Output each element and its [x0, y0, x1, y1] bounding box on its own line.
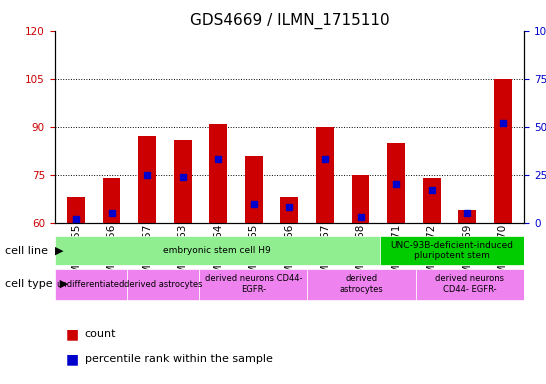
- Text: cell line  ▶: cell line ▶: [5, 245, 64, 256]
- Text: derived neurons CD44-
EGFR-: derived neurons CD44- EGFR-: [205, 275, 302, 294]
- Bar: [316, 127, 334, 223]
- Text: embryonic stem cell H9: embryonic stem cell H9: [163, 246, 271, 255]
- FancyBboxPatch shape: [379, 236, 524, 265]
- Bar: [67, 197, 85, 223]
- Bar: [423, 178, 441, 223]
- Bar: [174, 139, 192, 223]
- Bar: [352, 175, 370, 223]
- FancyBboxPatch shape: [55, 269, 127, 300]
- Bar: [281, 197, 298, 223]
- Bar: [387, 143, 405, 223]
- Text: cell type  ▶: cell type ▶: [5, 279, 69, 289]
- Text: percentile rank within the sample: percentile rank within the sample: [85, 354, 272, 364]
- Text: ■: ■: [66, 327, 79, 341]
- Bar: [209, 124, 227, 223]
- FancyBboxPatch shape: [416, 269, 524, 300]
- Text: undifferentiated: undifferentiated: [57, 280, 125, 289]
- Title: GDS4669 / ILMN_1715110: GDS4669 / ILMN_1715110: [189, 13, 389, 29]
- Bar: [458, 210, 476, 223]
- Bar: [494, 79, 512, 223]
- Bar: [103, 178, 121, 223]
- Bar: [138, 136, 156, 223]
- FancyBboxPatch shape: [55, 236, 379, 265]
- FancyBboxPatch shape: [127, 269, 199, 300]
- Text: ■: ■: [66, 352, 79, 366]
- Text: count: count: [85, 329, 116, 339]
- FancyBboxPatch shape: [307, 269, 416, 300]
- Bar: [245, 156, 263, 223]
- Text: derived neurons
CD44- EGFR-: derived neurons CD44- EGFR-: [436, 275, 505, 294]
- Text: UNC-93B-deficient-induced
pluripotent stem: UNC-93B-deficient-induced pluripotent st…: [390, 241, 513, 260]
- FancyBboxPatch shape: [199, 269, 307, 300]
- Text: derived astrocytes: derived astrocytes: [124, 280, 202, 289]
- Text: derived
astrocytes: derived astrocytes: [340, 275, 383, 294]
